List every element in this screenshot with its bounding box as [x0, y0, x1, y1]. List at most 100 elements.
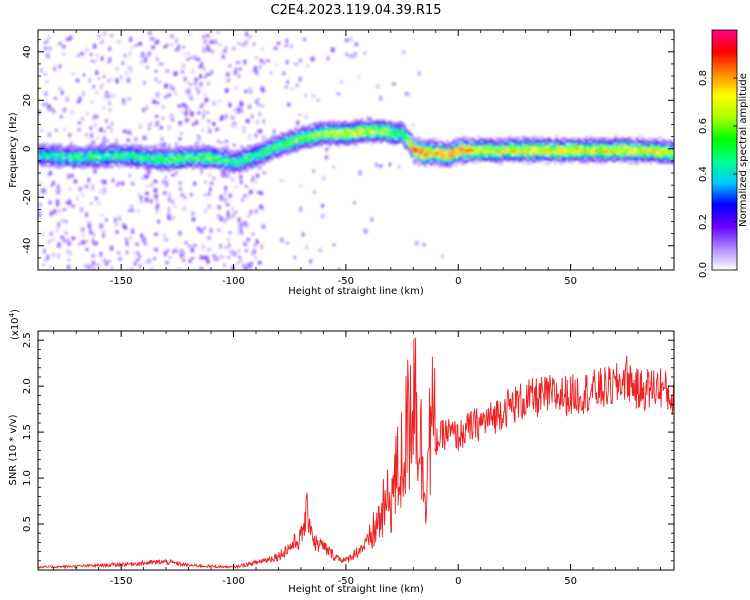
chart-title: C2E4.2023.119.04.39.R15 — [270, 3, 441, 18]
spectrogram-noise-cell — [422, 243, 426, 247]
spectrogram-noise-cell — [257, 130, 260, 133]
spectrogram-ridge-cell — [146, 147, 149, 151]
spectrogram-ridge-cell — [531, 143, 535, 146]
spectrogram-ridge-cell — [61, 146, 64, 150]
spectrogram-ridge-cell — [541, 151, 544, 154]
spectrogram-noise-cell — [178, 137, 182, 141]
spectrogram-ridge-cell — [225, 168, 228, 172]
spectrogram-ridge-cell — [343, 129, 346, 133]
spectrogram-ridge-cell — [511, 147, 514, 151]
spectrogram-ridge-cell — [215, 160, 218, 164]
spectrogram-ridge-cell — [616, 139, 620, 143]
spectrogram-ridge-cell — [380, 121, 384, 124]
spectrogram-ridge-cell — [454, 163, 458, 167]
spectrogram-ridge-cell — [476, 157, 480, 160]
spectrogram-ridge-cell — [623, 144, 626, 148]
spectrogram-ridge-cell — [310, 128, 313, 131]
spectrogram-ridge-cell — [78, 148, 82, 151]
spectrogram-ridge-cell — [445, 154, 448, 157]
spectrogram-ridge-cell — [358, 135, 362, 139]
spectrogram-noise-cell — [116, 39, 121, 44]
spectrogram-ridge-cell — [261, 141, 264, 145]
spectrogram-ridge-cell — [239, 150, 242, 154]
spectrogram-ridge-cell — [579, 139, 582, 143]
spectrogram-ridge-cell — [45, 157, 49, 160]
spectrogram-ridge-cell — [565, 149, 568, 152]
spectrogram-ridge-cell — [461, 150, 464, 154]
spectrogram-ridge-cell — [236, 154, 239, 158]
spectrogram-ridge-cell — [247, 145, 250, 148]
spectrogram-ridge-cell — [94, 166, 97, 169]
spectrogram-ridge-cell — [399, 126, 403, 130]
spectrogram-ridge-cell — [362, 137, 365, 141]
spectrogram-noise-cell — [166, 214, 171, 218]
spectrogram-noise-cell — [207, 173, 212, 177]
spectrogram-noise-cell — [254, 56, 259, 60]
spectrogram-ridge-cell — [621, 140, 624, 144]
spectrogram-ridge-cell — [325, 128, 329, 131]
spectrogram-ridge-cell — [115, 155, 118, 158]
spectrogram-ridge-cell — [133, 156, 137, 159]
spectrogram-ridge-cell — [127, 157, 130, 161]
spectrogram-ridge-cell — [577, 145, 580, 149]
spectrogram-ridge-cell — [576, 156, 579, 159]
spectrogram-ridge-cell — [110, 143, 113, 147]
spectrogram-ridge-cell — [102, 152, 105, 156]
spectrogram-ridge-cell — [278, 145, 281, 149]
spectrogram-ridge-cell — [126, 150, 129, 154]
spectrogram-ridge-cell — [152, 148, 156, 152]
spectrogram-noise-cell — [298, 76, 302, 82]
spectrogram-ridge-cell — [558, 140, 561, 143]
spectrogram-ridge-cell — [456, 143, 459, 147]
spectrogram-ridge-cell — [385, 136, 388, 140]
spectrogram-ridge-cell — [439, 150, 442, 154]
spectrogram-ridge-cell — [316, 123, 319, 127]
spectrogram-ridge-cell — [642, 146, 645, 149]
spectrogram-ridge-cell — [77, 165, 80, 169]
spectrogram-ridge-cell — [166, 168, 170, 171]
spectrogram-ridge-cell — [642, 157, 645, 160]
spectrogram-ridge-cell — [63, 154, 66, 157]
spectrogram-ridge-cell — [480, 151, 483, 155]
spectrogram-ridge-cell — [413, 146, 417, 150]
spectrogram-ridge-cell — [313, 123, 316, 126]
spectrogram-ridge-cell — [572, 143, 576, 147]
spectrogram-ridge-cell — [428, 157, 431, 160]
spectrogram-ridge-cell — [437, 141, 440, 145]
spectrogram-ridge-cell — [341, 122, 344, 126]
spectrogram-ridge-cell — [492, 148, 495, 152]
spectrogram-ridge-cell — [338, 137, 341, 141]
spectrogram-noise-cell — [332, 243, 336, 247]
spectrogram-ridge-cell — [198, 145, 201, 148]
spectrogram-ridge-cell — [135, 143, 138, 147]
spectrogram-ridge-cell — [231, 158, 234, 162]
spectrogram-ridge-cell — [247, 166, 250, 169]
spectrogram-ridge-cell — [473, 150, 476, 154]
spectrogram-ridge-cell — [236, 167, 239, 171]
spectrogram-noise-cell — [251, 251, 254, 254]
spectrogram-noise-cell — [305, 245, 309, 249]
spectrogram-ridge-cell — [657, 155, 661, 159]
spectrogram-ridge-cell — [355, 122, 358, 126]
spectrogram-ridge-cell — [511, 138, 514, 142]
spectrogram-ridge-cell — [273, 141, 277, 144]
spectrogram-noise-cell — [201, 103, 205, 106]
spectrogram-ridge-cell — [319, 133, 322, 137]
spectrogram-ridge-cell — [195, 165, 198, 168]
spectrogram-ridge-cell — [308, 134, 311, 137]
spectrogram-noise-cell — [225, 139, 229, 143]
spectrogram-ridge-cell — [258, 157, 261, 161]
spectrogram-ridge-cell — [626, 143, 629, 146]
spectrogram-ridge-cell — [645, 161, 648, 164]
spectrogram-ridge-cell — [572, 155, 576, 158]
spectrogram-ridge-cell — [553, 153, 557, 157]
spectrogram-ridge-cell — [665, 142, 668, 145]
spectrogram-noise-cell — [207, 235, 211, 240]
spectrogram-ridge-cell — [376, 140, 379, 144]
spectrogram-ridge-cell — [531, 136, 535, 139]
spectrogram-ridge-cell — [351, 129, 354, 133]
spectrogram-ridge-cell — [651, 149, 654, 153]
spectrogram-ridge-cell — [212, 159, 215, 163]
spectrogram-ridge-cell — [664, 139, 667, 143]
spectrogram-ridge-cell — [475, 156, 478, 160]
